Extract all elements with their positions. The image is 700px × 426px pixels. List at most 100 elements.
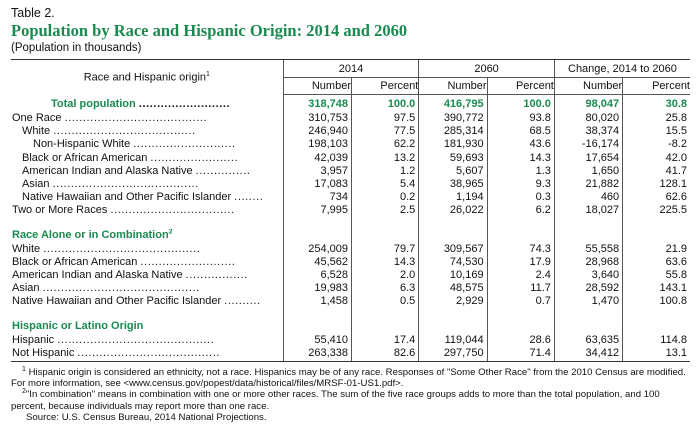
row-label: Not Hispanic ...........................… (11, 346, 284, 362)
table-row: Total population .......................… (11, 94, 690, 113)
data-cell: 21,882 (553, 177, 623, 192)
table-row: American Indian and Alaska Native ......… (11, 164, 690, 178)
leader-dots: .................................. (110, 204, 235, 217)
row-label-text: Asian (12, 282, 40, 295)
spacer-cell (622, 308, 690, 320)
table-row: One Race ...............................… (11, 112, 690, 126)
leader-dots: ....................................... (77, 346, 221, 359)
spacer-cell (622, 217, 690, 229)
data-cell: 28.6 (486, 333, 555, 347)
data-cell: 80,020 (553, 112, 623, 126)
source-note: Source: U.S. Census Bureau, 2014 Nationa… (26, 411, 267, 423)
data-cell: 77.5 (350, 125, 419, 139)
data-cell: 25.8 (622, 112, 690, 126)
row-label: Asian ..................................… (11, 178, 283, 191)
data-cell: 0.7 (486, 295, 555, 309)
data-cell: 1.3 (486, 164, 555, 178)
leader-dots: ........ (234, 191, 264, 204)
data-cell: 38,374 (553, 125, 623, 139)
footnote-mark: 2 (22, 388, 26, 396)
footnote-2: 2"In combination" means in combination w… (11, 388, 691, 412)
spacer-cell (418, 228, 488, 243)
row-label-text: Total population (51, 97, 136, 110)
data-cell: 119,044 (418, 333, 488, 347)
row-label: Non-Hispanic White .....................… (11, 138, 283, 151)
leader-dots: ......................... (138, 97, 231, 110)
data-cell: 11.7 (486, 282, 555, 296)
header-column-row: Number Percent Number Percent Number Per… (11, 77, 690, 95)
spacer-cell (553, 308, 623, 320)
spacer-cell (418, 319, 488, 334)
data-cell: 2,929 (418, 295, 488, 309)
row-label-header: Race and Hispanic origin1 (11, 59, 284, 95)
data-cell: 59,693 (418, 151, 488, 165)
footnote-text: "In combination" means in combination wi… (11, 389, 660, 412)
data-cell: 55,558 (553, 242, 623, 256)
table-row: Black or African American ..............… (11, 255, 690, 269)
row-label: White ..................................… (11, 243, 283, 256)
row-label: Black or African American ..............… (11, 152, 283, 165)
data-cell: 181,930 (418, 138, 488, 152)
data-cell: 62.6 (622, 191, 690, 205)
column-header: Number (418, 77, 488, 95)
row-label-text: Two or More Races (12, 204, 108, 217)
data-cell: 3,957 (282, 164, 352, 178)
row-label-text: Native Hawaiian and Other Pacific Island… (22, 191, 232, 204)
data-cell: 93.8 (486, 112, 555, 126)
data-cell: 19,983 (282, 282, 352, 296)
data-cell: 74.3 (486, 242, 555, 256)
column-header: Number (553, 77, 623, 95)
data-cell: 254,009 (282, 242, 352, 256)
data-cell: 45,562 (282, 255, 352, 269)
data-cell: 1,458 (282, 295, 352, 309)
spacer-cell (11, 218, 283, 229)
row-label: Native Hawaiian and Other Pacific Island… (11, 191, 283, 204)
spacer-cell (350, 228, 419, 243)
row-label: Two or More Races ......................… (11, 204, 283, 217)
data-cell: 18,027 (553, 204, 623, 218)
data-cell: 68.5 (486, 125, 555, 139)
spacer-cell (282, 217, 352, 229)
data-cell: 62.2 (350, 138, 419, 152)
spacer-cell (350, 319, 419, 334)
data-cell: 48,575 (418, 282, 488, 296)
spacer-cell (553, 217, 623, 229)
data-cell: 42,039 (282, 151, 352, 165)
spacer-cell (622, 228, 690, 243)
leader-dots: ....................................... (64, 112, 208, 125)
data-cell: 14.3 (486, 151, 555, 165)
group-header-change: Change, 2014 to 2060 (553, 59, 690, 78)
row-label-text: White (22, 125, 51, 138)
data-cell: 41.7 (622, 164, 690, 178)
data-cell: 6.3 (350, 282, 419, 296)
data-cell: 310,753 (282, 112, 352, 126)
section-heading: Race Alone or in Combination2 (11, 229, 283, 243)
spacer-cell (350, 308, 419, 320)
data-cell: 246,940 (282, 125, 352, 139)
leader-dots: ....................................... (53, 125, 196, 138)
table-row: White ..................................… (11, 242, 690, 256)
footnote-1: 1 Hispanic origin is considered an ethni… (11, 366, 691, 390)
data-cell: 63,635 (553, 333, 623, 347)
data-cell: 43.6 (486, 138, 555, 152)
table-subtitle: (Population in thousands) (11, 42, 142, 54)
table-row: Non-Hispanic White .....................… (11, 138, 690, 152)
row-label-header-text: Race and Hispanic origin (83, 71, 207, 84)
table-row: White ..................................… (11, 125, 690, 139)
data-cell: 17,083 (282, 177, 352, 192)
data-cell: 5.4 (350, 177, 419, 192)
column-header: Percent (350, 77, 419, 95)
data-cell: 0.2 (350, 191, 419, 205)
data-cell: 2.4 (486, 268, 555, 283)
data-cell: 63.6 (622, 255, 690, 269)
row-label-text: One Race (12, 112, 62, 125)
spacer-row (11, 217, 690, 229)
footnote-text: Hispanic origin is considered an ethnici… (11, 367, 686, 390)
data-cell: 100.0 (350, 94, 419, 112)
column-header: Number (282, 77, 352, 95)
data-cell: 28,592 (553, 282, 623, 296)
table-row: American Indian and Alaska Native ......… (11, 268, 690, 283)
data-cell: 6,528 (282, 268, 352, 283)
row-label: Total population .......................… (11, 95, 283, 113)
row-label-text: Not Hispanic (12, 346, 75, 359)
